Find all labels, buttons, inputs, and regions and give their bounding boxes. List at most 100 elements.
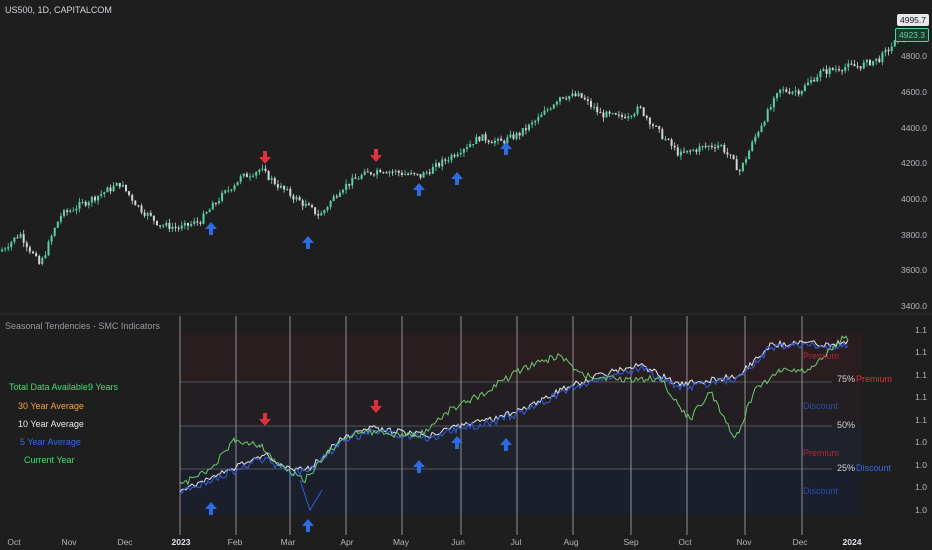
candle-body [38, 255, 41, 265]
candle-body [252, 175, 255, 177]
candle-body [710, 145, 713, 148]
up-arrow-icon [205, 502, 217, 515]
candle-body [159, 225, 162, 227]
candle-body [875, 58, 878, 61]
candle-body [168, 222, 171, 230]
down-arrow-icon [259, 413, 271, 426]
candle-body [524, 128, 527, 131]
candle-body [819, 71, 822, 77]
candle-body [50, 235, 53, 242]
candle-body [233, 185, 236, 190]
candle-body [552, 104, 555, 109]
zone-discount-label: Discount [856, 463, 892, 473]
candle-body [81, 201, 84, 203]
candle-body [332, 196, 335, 202]
candle-body [608, 111, 611, 114]
candle-body [264, 168, 267, 172]
candle-body [518, 132, 521, 136]
time-axis-label: Dec [792, 537, 808, 547]
candle-body [224, 190, 227, 193]
candle-body [872, 60, 875, 66]
candle-body [422, 172, 425, 178]
candle-body [174, 226, 177, 228]
candle-body [397, 170, 400, 173]
candle-body [301, 200, 304, 206]
candle-body [28, 247, 31, 252]
candle-body [664, 138, 667, 140]
candle-body [7, 247, 10, 249]
time-axis-label: Nov [61, 537, 77, 547]
candle-body [633, 113, 636, 117]
candle-body [205, 212, 208, 214]
time-axis-label: Oct [678, 537, 692, 547]
candle-body [865, 59, 868, 63]
candle-body [679, 151, 682, 156]
candle-body [652, 124, 654, 126]
candle-body [751, 141, 754, 151]
candle-body [661, 129, 664, 140]
candle-body [478, 136, 481, 141]
candle-body [363, 171, 366, 175]
candle-body [428, 172, 431, 174]
price-scale-label: 4800.0 [901, 51, 927, 61]
candle-body [261, 168, 264, 170]
indicator-scale-label: 1.0 [915, 437, 927, 447]
candle-body [614, 113, 617, 115]
candle-body [695, 149, 698, 152]
candle-body [242, 173, 245, 177]
candle-body [559, 97, 561, 102]
candle-body [329, 201, 332, 208]
candle-body [366, 171, 369, 173]
candle-body [208, 209, 211, 213]
indicator-title: Seasonal Tendencies - SMC Indicators [5, 321, 160, 331]
down-arrow-icon [370, 400, 382, 413]
price-scale-label: 4000.0 [901, 194, 927, 204]
candle-body [295, 197, 298, 200]
candle-body [118, 182, 121, 187]
candle-body [574, 93, 577, 97]
candle-body [772, 98, 775, 108]
candle-body [348, 183, 351, 186]
candle-body [462, 149, 465, 153]
indicator-scale-label: 1.1 [915, 347, 927, 357]
candle-body [878, 58, 881, 63]
zone-25-pct: 25% [837, 463, 856, 473]
high-price-tag: 4995.7 [897, 14, 929, 26]
time-axis-label: 2023 [171, 537, 191, 547]
candle-body [419, 174, 422, 178]
candle-body [803, 85, 806, 91]
candle-body [379, 170, 382, 173]
indicator-scale-label: 1.1 [915, 370, 927, 380]
candle-body [602, 112, 605, 118]
candle-body [218, 200, 220, 204]
candle-body [568, 95, 571, 99]
candle-body [521, 128, 524, 136]
candle-body [156, 220, 158, 226]
candle-body [53, 227, 56, 236]
candle-body [128, 191, 131, 196]
candle-body [69, 210, 72, 212]
candle-body [326, 207, 329, 211]
candle-body [583, 97, 586, 100]
candle-body [165, 222, 168, 226]
time-axis-label: 2024 [842, 537, 862, 547]
candle-body [19, 234, 22, 238]
candle-body [503, 140, 506, 144]
candle-body [338, 192, 341, 197]
candle-body [438, 163, 441, 167]
candle-body [472, 144, 475, 146]
candle-body [577, 93, 580, 97]
up-arrow-icon [413, 460, 425, 473]
candle-body [621, 114, 623, 117]
candle-body [555, 101, 558, 105]
price-scale-label: 4600.0 [901, 87, 927, 97]
candle-body [512, 134, 515, 139]
candle-body [162, 225, 165, 227]
candle-body [881, 52, 884, 63]
candle-body [714, 147, 716, 149]
candle-body [134, 200, 137, 206]
candle-body [267, 171, 270, 180]
indicator-scale-label: 1.0 [915, 505, 927, 515]
zone-50-pct: 50% [837, 420, 856, 430]
